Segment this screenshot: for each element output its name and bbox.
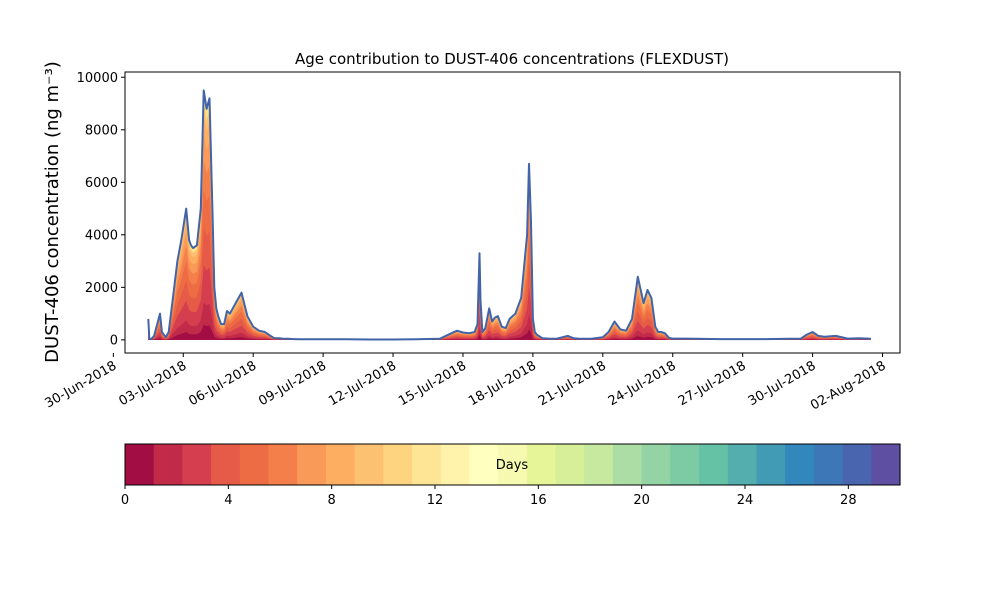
y-tick-label: 4000 (85, 228, 118, 243)
colorbar-tick-label: 0 (121, 493, 129, 508)
y-axis: 0 2000 4000 6000 8000 10000 (77, 71, 125, 348)
colorbar-swatch (383, 444, 413, 485)
colorbar-swatch (641, 444, 671, 485)
colorbar-swatch (670, 444, 700, 485)
colorbar-swatch (297, 444, 327, 485)
chart-title: Age contribution to DUST-406 concentrati… (295, 50, 729, 68)
y-tick-label: 10000 (77, 71, 118, 86)
colorbar-swatch (871, 444, 901, 485)
colorbar-swatch (268, 444, 298, 485)
colorbar-swatch (526, 444, 557, 485)
x-tick-label: 24-Jul-2018 (606, 358, 679, 409)
colorbar-swatch (125, 444, 155, 485)
x-tick-label: 21-Jul-2018 (536, 358, 609, 409)
total-line-group (147, 89, 871, 341)
colorbar-swatch (440, 444, 471, 485)
y-tick-label: 0 (110, 333, 118, 348)
colorbar-swatch (727, 444, 758, 485)
age-band-area-4 (148, 160, 871, 340)
colorbar-tick-label: 24 (737, 493, 754, 508)
colorbar-tick-label: 12 (427, 493, 444, 508)
x-tick-label: 30-Jun-2018 (42, 358, 119, 411)
y-axis-label: DUST-406 concentration (ng m⁻³) (42, 61, 63, 363)
x-tick-label: 06-Jul-2018 (186, 358, 259, 409)
colorbar-swatch (469, 444, 499, 485)
x-tick-label: 27-Jul-2018 (676, 358, 749, 409)
colorbar-tick-label: 16 (530, 493, 547, 508)
colorbar-swatch (182, 444, 212, 485)
colorbar-swatch (153, 444, 183, 485)
plot-frame (124, 71, 901, 354)
x-tick-label: 03-Jul-2018 (116, 358, 189, 409)
total-concentration-line (147, 89, 871, 341)
y-tick-label: 2000 (85, 281, 118, 296)
age-band-area-5 (148, 190, 871, 340)
colorbar-swatch (354, 444, 384, 485)
colorbar-swatch (699, 444, 729, 485)
x-tick-label: 18-Jul-2018 (466, 358, 539, 409)
colorbar-swatch (555, 444, 585, 485)
x-tick-label: 12-Jul-2018 (326, 358, 399, 409)
colorbar-tick-label: 4 (224, 493, 232, 508)
colorbar-tick-label: 28 (840, 493, 857, 508)
colorbar-tick-label: 8 (328, 493, 336, 508)
colorbar-frame (124, 443, 901, 486)
colorbar-swatch (325, 444, 356, 485)
age-band-area-3 (148, 135, 871, 340)
x-tick-label: 09-Jul-2018 (256, 358, 329, 409)
colorbar-ticks: 0 4 8 12 16 20 24 28 (121, 485, 857, 508)
age-band-area-0 (148, 90, 871, 340)
colorbar-swatch (412, 444, 442, 485)
colorbar-label: Days (496, 458, 529, 473)
age-band-area-2 (148, 115, 871, 340)
colorbar (125, 444, 901, 485)
y-tick-label: 8000 (85, 123, 118, 138)
colorbar-swatch (211, 444, 241, 485)
x-tick-label: 15-Jul-2018 (396, 358, 469, 409)
colorbar-swatch (239, 444, 270, 485)
colorbar-swatch (842, 444, 872, 485)
colorbar-swatch (785, 444, 815, 485)
y-tick-label: 6000 (85, 176, 118, 191)
x-tick-label: 02-Aug-2018 (808, 358, 888, 413)
colorbar-swatch (756, 444, 786, 485)
colorbar-swatch (498, 444, 528, 485)
age-band-area-1 (148, 102, 871, 340)
colorbar-swatch (612, 444, 643, 485)
colorbar-tick-label: 20 (633, 493, 650, 508)
x-axis: 30-Jun-201803-Jul-201806-Jul-201809-Jul-… (42, 353, 889, 414)
age-contribution-areas (148, 90, 871, 340)
colorbar-swatch (813, 444, 844, 485)
colorbar-swatch (584, 444, 614, 485)
